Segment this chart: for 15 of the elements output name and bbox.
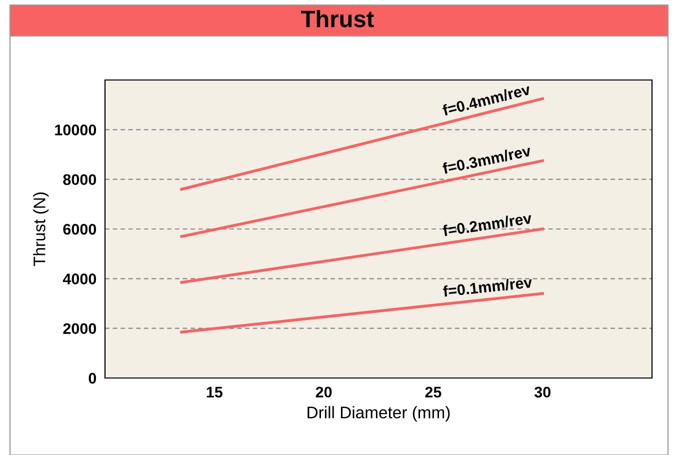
chart-title: Thrust [301,10,374,28]
text: f=0.2mm/rev [442,212,532,237]
y-tick-label: 4000 [62,274,96,284]
x-tick-label: 25 [425,386,442,398]
x-tick-label: 30 [534,386,550,398]
x-tick-label: 15 [206,386,222,398]
y-tick-label: 0 [88,372,96,384]
y-tick-label: 2000 [63,323,96,334]
y-tick-label: 6000 [63,224,96,235]
y-tick-label: 8000 [63,174,96,186]
text: f=0.1mm/rev [442,276,533,298]
y-tick-label: 10000 [55,124,96,136]
y-axis-title: Thrust (N) [33,192,49,266]
x-tick-label: 20 [316,386,332,398]
x-axis-title: Drill Diameter (mm) [308,406,450,422]
